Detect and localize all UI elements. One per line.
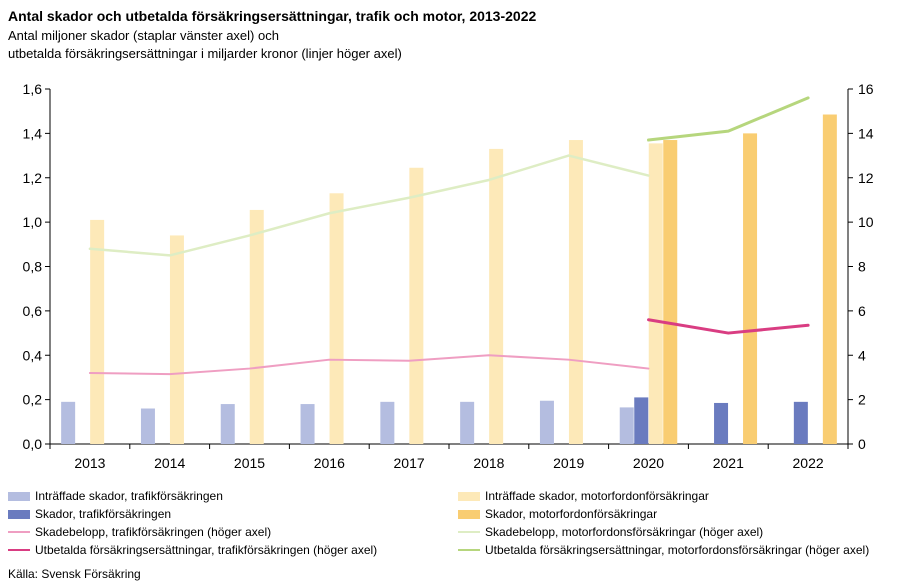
bar-series0 [61, 401, 76, 444]
bar-series2 [648, 143, 663, 444]
legend-item: Utbetalda försäkringsersättningar, motor… [458, 542, 869, 558]
left-tick-label: 0,8 [23, 259, 43, 275]
legend-item: Skador, motorfordonförsäkringar [458, 506, 657, 522]
bar-series0 [460, 401, 475, 444]
legend-label: Skadebelopp, trafikförsäkringen (höger a… [35, 525, 272, 539]
bar-series0 [220, 404, 235, 444]
legend-item: Skador, trafikförsäkringen [8, 506, 171, 522]
legend-item: Utbetalda försäkringsersättningar, trafi… [8, 542, 377, 558]
chart-title: Antal skador och utbetalda försäkringser… [8, 8, 537, 24]
bar-series1 [634, 397, 649, 444]
legend-item: Skadebelopp, motorfordonsförsäkringar (h… [458, 524, 763, 540]
left-tick-label: 1,2 [23, 170, 43, 186]
left-tick-label: 0,6 [23, 303, 43, 319]
legend-item: Inträffade skador, motorfordonförsäkring… [458, 488, 709, 504]
legend-item: Inträffade skador, trafikförsäkringen [8, 488, 223, 504]
bar-series2 [90, 219, 105, 444]
legend-swatch [458, 491, 480, 501]
right-tick-label: 12 [858, 170, 874, 186]
bar-series2 [329, 193, 344, 444]
left-tick-label: 0,2 [23, 392, 43, 408]
right-tick-label: 14 [858, 125, 874, 141]
legend-label: Utbetalda försäkringsersättningar, motor… [485, 543, 870, 557]
line-series2 [647, 318, 810, 335]
legend-swatch [8, 549, 30, 551]
right-tick-label: 16 [858, 81, 874, 97]
right-tick-label: 2 [858, 392, 866, 408]
chart-plot: 0,0 0,2 0,4 0,6 0,8 1,0 1,2 1,4 1,6 0 2 4 6 8 10 12 14 16… [23, 81, 874, 471]
bar-series1 [714, 402, 729, 444]
bar-series2 [489, 148, 504, 444]
line-series1 [88, 154, 650, 257]
bar-series0 [619, 407, 634, 444]
legend-label: Inträffade skador, trafikförsäkringen [35, 489, 223, 503]
left-tick-label: 1,6 [23, 81, 43, 97]
x-tick-label: 2013 [74, 455, 105, 471]
bar-series2 [568, 140, 583, 444]
legend-label: Utbetalda försäkringsersättningar, trafi… [35, 543, 378, 557]
bar-series0 [380, 401, 395, 444]
left-tick-label: 0,0 [23, 436, 43, 452]
legend-swatch [458, 531, 480, 533]
x-tick-label: 2022 [793, 455, 824, 471]
legend-label: Skadebelopp, motorfordonsförsäkringar (h… [485, 525, 764, 539]
bar-series3 [663, 140, 678, 444]
right-tick-label: 4 [858, 347, 866, 363]
x-tick-label: 2017 [394, 455, 425, 471]
right-tick-label: 8 [858, 259, 866, 275]
x-tick-label: 2019 [553, 455, 584, 471]
source-note: Källa: Svensk Försäkring [8, 567, 141, 581]
chart-subtitle-line1: Antal miljoner skador (staplar vänster a… [8, 28, 279, 43]
x-tick-label: 2018 [473, 455, 504, 471]
line-series0 [88, 354, 650, 376]
bar-series3 [822, 114, 837, 444]
x-tick-label: 2020 [633, 455, 664, 471]
legend-label: Skador, motorfordonförsäkringar [485, 507, 658, 521]
right-tick-label: 10 [858, 214, 874, 230]
x-tick-label: 2021 [713, 455, 744, 471]
bar-series2 [249, 209, 264, 444]
chart-subtitle-line2: utbetalda försäkringsersättningar i milj… [8, 46, 402, 61]
line-series3 [647, 96, 810, 142]
right-tick-label: 0 [858, 436, 866, 452]
legend-swatch [458, 549, 480, 551]
bar-series3 [743, 133, 758, 444]
x-tick-label: 2016 [314, 455, 345, 471]
legend-swatch [8, 531, 30, 533]
legend-label: Inträffade skador, motorfordonförsäkring… [485, 489, 709, 503]
legend-swatch [8, 509, 30, 519]
left-tick-label: 1,4 [23, 125, 43, 141]
right-tick-label: 6 [858, 303, 866, 319]
legend-swatch [8, 491, 30, 501]
x-tick-label: 2014 [154, 455, 185, 471]
bar-series0 [539, 400, 554, 444]
left-tick-label: 0,4 [23, 347, 43, 363]
bar-series1 [793, 401, 808, 444]
x-tick-label: 2015 [234, 455, 265, 471]
legend-label: Skador, trafikförsäkringen [35, 507, 172, 521]
legend-swatch [458, 509, 480, 519]
legend-item: Skadebelopp, trafikförsäkringen (höger a… [8, 524, 271, 540]
left-tick-label: 1,0 [23, 214, 43, 230]
bar-series2 [409, 167, 424, 444]
bar-series0 [300, 404, 315, 444]
bar-series0 [140, 408, 155, 444]
bar-series2 [169, 235, 184, 444]
